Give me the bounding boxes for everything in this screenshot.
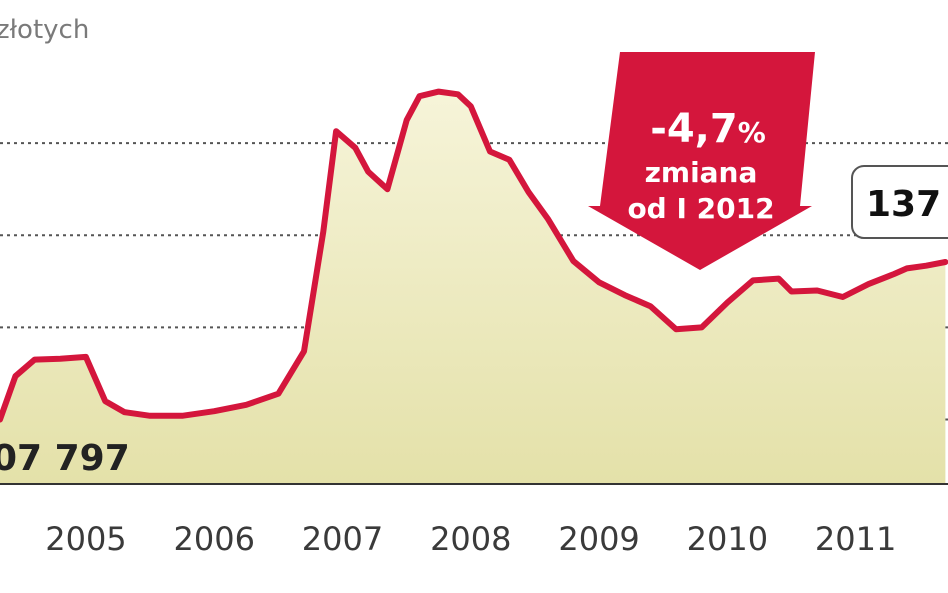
x-tick-label: 2008 <box>430 520 511 558</box>
end-value-label: 137 <box>866 184 941 225</box>
x-tick-label: 2007 <box>302 520 383 558</box>
change-caption-line2: od I 2012 <box>627 192 774 225</box>
x-tick-label: 2006 <box>174 520 255 558</box>
end-value-badge: 137 <box>851 165 948 239</box>
x-axis-ticks: 2005200620072008200920102011X <box>45 520 896 558</box>
down-arrow-icon <box>588 52 815 270</box>
start-value-label: 07 797 <box>0 438 130 479</box>
change-annotation: -4,7% zmiana od I 2012 <box>588 52 815 270</box>
x-tick-label: 2010 <box>687 520 768 558</box>
price-line <box>0 88 948 423</box>
x-tick-label: 2005 <box>45 520 126 558</box>
x-tick-label: 2011 <box>815 520 896 558</box>
change-value: -4,7% <box>650 106 766 152</box>
price-area <box>0 91 946 484</box>
end-value-badge-box <box>851 165 948 239</box>
unit-label: złotych <box>0 15 89 45</box>
x-tick-label: 2009 <box>558 520 639 558</box>
change-caption-line1: zmiana <box>645 156 758 189</box>
